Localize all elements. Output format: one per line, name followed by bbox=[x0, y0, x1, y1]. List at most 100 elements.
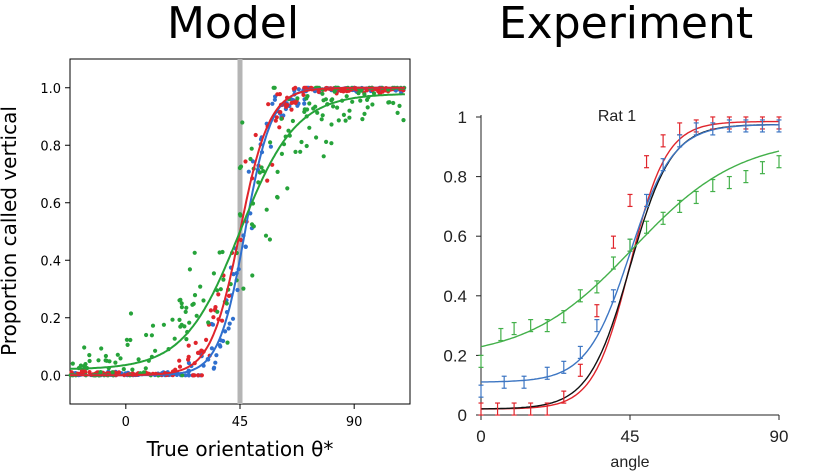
model-y-tick-label: 0.4 bbox=[40, 254, 61, 269]
model-point bbox=[273, 118, 278, 123]
model-point bbox=[211, 271, 216, 276]
model-point bbox=[182, 324, 187, 329]
model-point bbox=[216, 292, 221, 297]
model-point bbox=[304, 143, 309, 149]
model-point bbox=[243, 244, 248, 249]
model-point bbox=[194, 313, 199, 318]
model-point bbox=[217, 250, 222, 255]
model-point bbox=[143, 366, 148, 371]
model-point bbox=[192, 293, 198, 298]
model-point bbox=[275, 169, 280, 174]
model-point bbox=[362, 111, 367, 116]
model-point bbox=[279, 116, 284, 121]
model-point bbox=[315, 110, 320, 115]
model-point bbox=[243, 159, 248, 164]
model-axis-ticks: 0 45 90 0.0 0.2 0.4 0.6 0.8 1.0 bbox=[40, 82, 362, 430]
model-point bbox=[302, 109, 307, 114]
model-point bbox=[161, 322, 166, 327]
model-point bbox=[263, 233, 269, 238]
model-point bbox=[387, 100, 392, 105]
model-point bbox=[240, 120, 245, 125]
model-point bbox=[285, 186, 290, 191]
model-point bbox=[330, 97, 335, 102]
experiment-y-tick-label: 0.8 bbox=[443, 168, 467, 187]
model-point bbox=[305, 107, 310, 112]
model-y-tick-label: 0.6 bbox=[40, 197, 61, 212]
model-point bbox=[113, 360, 118, 365]
model-point bbox=[136, 357, 141, 362]
model-point bbox=[290, 118, 295, 124]
model-point bbox=[391, 100, 396, 106]
model-point bbox=[190, 302, 195, 307]
model-point bbox=[223, 329, 228, 334]
model-point bbox=[365, 105, 370, 110]
model-point bbox=[323, 97, 328, 102]
model-point bbox=[303, 85, 308, 90]
model-plot: 0 45 90 0.0 0.2 0.4 0.6 0.8 1.0 True orientation… bbox=[0, 58, 411, 461]
model-fit-curve bbox=[69, 93, 405, 370]
model-point bbox=[153, 348, 158, 353]
model-point bbox=[179, 305, 184, 310]
model-point bbox=[230, 316, 236, 321]
model-point bbox=[401, 118, 406, 123]
model-point bbox=[214, 353, 219, 358]
experiment-y-tick-label: 0 bbox=[458, 406, 467, 425]
model-point bbox=[336, 118, 341, 123]
model-point bbox=[183, 373, 188, 378]
model-point bbox=[335, 105, 340, 110]
model-point bbox=[289, 107, 294, 112]
model-point bbox=[211, 315, 216, 320]
model-fit-curves bbox=[69, 86, 405, 377]
model-point bbox=[141, 370, 146, 375]
experiment-x-tick-label: 90 bbox=[770, 427, 789, 446]
model-point bbox=[199, 348, 204, 353]
model-point bbox=[286, 128, 291, 133]
model-point bbox=[226, 293, 232, 298]
model-fit-curve bbox=[70, 86, 405, 377]
model-point bbox=[344, 94, 349, 99]
model-point bbox=[107, 359, 112, 364]
model-point bbox=[341, 112, 346, 117]
model-point bbox=[289, 100, 294, 105]
model-point bbox=[291, 86, 296, 91]
model-point bbox=[193, 340, 198, 345]
model-point bbox=[87, 358, 92, 364]
model-point bbox=[172, 336, 177, 341]
model-point bbox=[270, 162, 275, 167]
model-point bbox=[177, 364, 183, 369]
model-point bbox=[221, 277, 226, 282]
model-point bbox=[184, 305, 189, 310]
model-point bbox=[183, 309, 188, 314]
model-point bbox=[184, 337, 189, 342]
experiment-x-tick-label: 0 bbox=[476, 427, 485, 446]
model-point bbox=[98, 370, 103, 375]
model-x-tick-label: 0 bbox=[122, 415, 130, 430]
model-point bbox=[130, 367, 135, 372]
model-point bbox=[305, 94, 310, 99]
model-point bbox=[186, 360, 191, 366]
model-point bbox=[206, 320, 211, 325]
model-point bbox=[362, 92, 367, 97]
model-point bbox=[265, 178, 270, 183]
model-point bbox=[397, 103, 402, 108]
model-point bbox=[307, 101, 312, 106]
model-point bbox=[358, 98, 363, 103]
model-y-tick-label: 0.0 bbox=[40, 369, 61, 384]
model-point bbox=[180, 373, 185, 378]
experiment-y-tick-label: 1 bbox=[458, 108, 467, 127]
model-y-tick-label: 0.8 bbox=[40, 139, 61, 154]
model-point bbox=[246, 169, 251, 174]
model-point bbox=[149, 333, 154, 338]
model-point bbox=[208, 308, 213, 313]
model-point bbox=[70, 361, 75, 366]
model-point bbox=[227, 321, 232, 326]
model-point bbox=[272, 97, 277, 102]
model-point bbox=[329, 141, 334, 146]
model-point bbox=[347, 108, 352, 113]
model-point bbox=[213, 360, 218, 365]
model-point bbox=[87, 353, 92, 358]
model-point bbox=[87, 370, 92, 375]
model-point bbox=[295, 96, 300, 101]
model-point bbox=[274, 115, 279, 120]
model-point bbox=[316, 89, 321, 94]
